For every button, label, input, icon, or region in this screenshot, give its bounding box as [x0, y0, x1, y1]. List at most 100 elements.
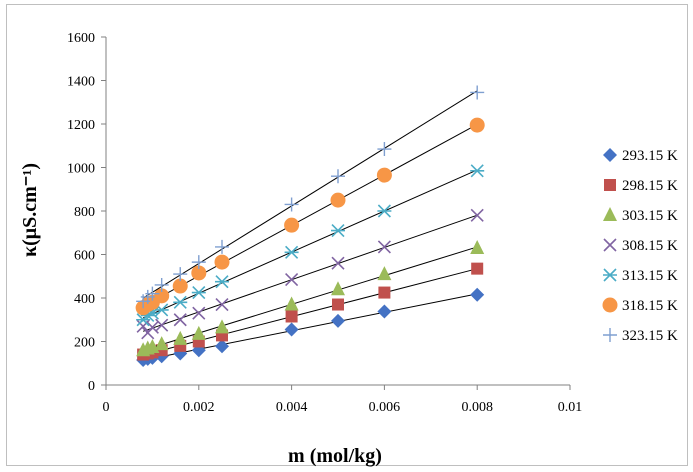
x-tick-label: 0.006 — [369, 400, 401, 415]
x-tick-label: 0.002 — [183, 400, 215, 415]
data-point — [378, 286, 391, 299]
data-point — [191, 325, 206, 340]
y-tick-label: 1200 — [67, 118, 95, 133]
trendline — [142, 214, 478, 332]
y-tick-label: 400 — [74, 292, 95, 307]
data-point — [331, 281, 345, 296]
y-tick-label: 800 — [74, 205, 95, 220]
y-tick-label: 200 — [74, 336, 95, 351]
data-point — [214, 254, 230, 270]
series-293-15-K — [136, 287, 485, 367]
series-323-15-K — [136, 85, 485, 309]
data-point — [377, 142, 392, 157]
data-point — [470, 208, 484, 222]
data-point — [173, 330, 188, 345]
series-308-15-K — [136, 208, 484, 340]
x-tick-label: 0.01 — [558, 400, 583, 415]
data-point — [377, 266, 392, 281]
legend-marker — [603, 328, 617, 342]
y-tick-label: 0 — [88, 379, 95, 394]
data-point — [284, 296, 299, 311]
data-point — [330, 192, 346, 208]
trendline — [142, 90, 478, 299]
legend-item: 318.15 K — [602, 297, 678, 314]
data-point — [154, 336, 169, 351]
data-point — [332, 298, 344, 311]
series-298-15-K — [137, 262, 484, 361]
trendline — [142, 169, 478, 319]
data-point — [377, 204, 392, 218]
y-tick-label: 1600 — [67, 31, 95, 46]
trendline — [142, 123, 478, 307]
data-point — [215, 297, 229, 312]
x-tick-label: 0 — [103, 400, 110, 415]
legend-marker — [602, 297, 618, 313]
legend-item: 293.15 K — [603, 148, 678, 164]
axes: 0 200 400 600 800 1000 1200 1400 1600 0 0.002 0.004… — [67, 31, 582, 415]
legend: 293.15 K 298.15 K 303.15 K 308.15 K 313.15 K… — [602, 148, 678, 344]
legend-label: 293.15 K — [622, 148, 678, 164]
chart-frame — [6, 4, 688, 466]
data-point — [173, 295, 188, 309]
data-point — [191, 285, 206, 300]
series-318-15-K — [135, 117, 485, 316]
legend-item: 313.15 K — [603, 268, 678, 284]
legend-item: 323.15 K — [603, 328, 678, 344]
legend-item: 303.15 K — [603, 207, 678, 224]
data-point — [155, 318, 169, 332]
legend-label: 298.15 K — [622, 178, 678, 194]
data-point — [376, 167, 392, 183]
data-point — [284, 322, 299, 337]
data-point — [191, 255, 206, 270]
x-axis-title: m (mol/kg) — [288, 445, 382, 467]
data-marks — [135, 85, 485, 367]
legend-item: 298.15 K — [604, 178, 678, 194]
data-point — [173, 313, 187, 327]
data-point — [331, 169, 345, 184]
data-point — [215, 239, 229, 254]
data-point — [470, 85, 485, 100]
data-point — [284, 197, 299, 212]
data-point — [215, 319, 229, 334]
data-point — [377, 304, 392, 319]
legend-label: 308.15 K — [622, 238, 678, 254]
data-point — [285, 310, 298, 323]
data-point — [145, 286, 160, 301]
y-tick-label: 600 — [74, 249, 95, 264]
data-point — [469, 117, 485, 133]
data-point — [331, 313, 345, 328]
data-point — [191, 265, 207, 281]
y-tick-label: 1400 — [67, 75, 95, 90]
legend-marker — [603, 268, 617, 282]
data-point — [470, 287, 485, 302]
data-point — [192, 306, 206, 320]
series-313-15-K — [136, 164, 485, 327]
legend-marker — [604, 179, 616, 191]
series-303-15-K — [136, 239, 485, 357]
legend-marker — [603, 207, 617, 221]
data-point — [331, 224, 345, 238]
y-tick-label: 1000 — [67, 162, 95, 177]
data-point — [145, 320, 159, 334]
legend-label: 323.15 K — [622, 328, 678, 344]
legend-marker — [603, 148, 617, 162]
data-point — [284, 245, 299, 259]
data-point — [284, 217, 300, 233]
y-axis-title: κ(μS.cm⁻¹) — [19, 163, 41, 257]
legend-item: 308.15 K — [603, 238, 678, 254]
data-point — [215, 339, 229, 354]
legend-label: 303.15 K — [622, 208, 678, 224]
data-point — [215, 275, 229, 289]
data-point — [471, 262, 484, 275]
data-point — [172, 278, 188, 294]
data-point — [154, 277, 169, 292]
legend-label: 313.15 K — [622, 268, 678, 284]
legend-marker — [603, 238, 617, 252]
data-point — [331, 256, 345, 270]
x-tick-label: 0.004 — [276, 400, 308, 415]
data-point — [173, 267, 188, 282]
data-point — [377, 240, 391, 254]
data-point — [154, 288, 170, 304]
data-point — [470, 164, 485, 178]
